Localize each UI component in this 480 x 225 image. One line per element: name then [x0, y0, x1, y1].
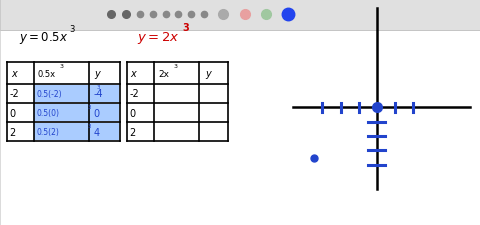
Bar [0, 0, 480, 30]
Text: 0: 0 [130, 108, 136, 118]
Text: 0: 0 [94, 108, 100, 118]
Text: -2: -2 [10, 89, 19, 99]
Bar [34, 124, 119, 141]
Text: -4: -4 [94, 89, 103, 99]
Text: 3: 3 [88, 123, 91, 128]
Text: 2: 2 [130, 127, 136, 137]
Text: 0.5(-2): 0.5(-2) [36, 90, 61, 98]
Text: y: y [205, 69, 211, 79]
Bar [34, 85, 119, 103]
Text: 3: 3 [182, 22, 189, 32]
Text: $y = 0.5x$: $y = 0.5x$ [19, 29, 69, 45]
Text: 2x: 2x [158, 69, 169, 78]
Bar [0, 30, 480, 225]
Text: y: y [95, 69, 100, 79]
Text: 3: 3 [96, 85, 100, 90]
Text: 0.5x: 0.5x [37, 69, 56, 78]
Text: 0: 0 [10, 108, 16, 118]
Text: 2: 2 [10, 127, 16, 137]
Text: 4: 4 [94, 127, 100, 137]
Text: x: x [130, 69, 136, 79]
Text: 0.5(0): 0.5(0) [36, 109, 59, 117]
Text: 3: 3 [88, 104, 91, 109]
Text: 3: 3 [174, 64, 178, 69]
Bar [34, 104, 119, 122]
Text: 3: 3 [60, 64, 64, 69]
Text: 3: 3 [70, 25, 75, 34]
Text: -2: -2 [130, 89, 139, 99]
Text: x: x [11, 69, 17, 79]
Text: $y = 2x$: $y = 2x$ [137, 29, 180, 45]
Text: 0.5(2): 0.5(2) [36, 128, 59, 137]
